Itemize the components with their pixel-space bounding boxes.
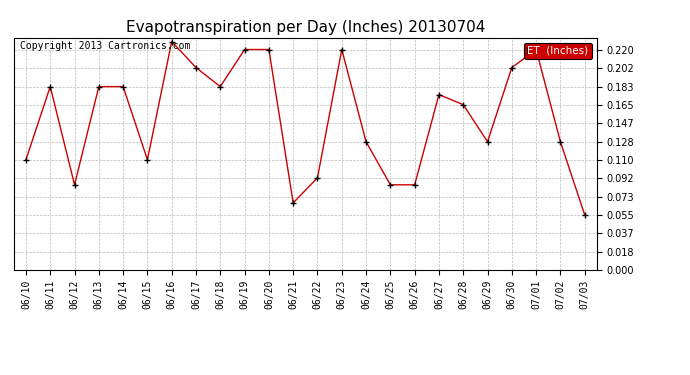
Title: Evapotranspiration per Day (Inches) 20130704: Evapotranspiration per Day (Inches) 2013…: [126, 20, 485, 35]
Legend: ET  (Inches): ET (Inches): [524, 43, 591, 59]
Text: Copyright 2013 Cartronics.com: Copyright 2013 Cartronics.com: [19, 41, 190, 51]
